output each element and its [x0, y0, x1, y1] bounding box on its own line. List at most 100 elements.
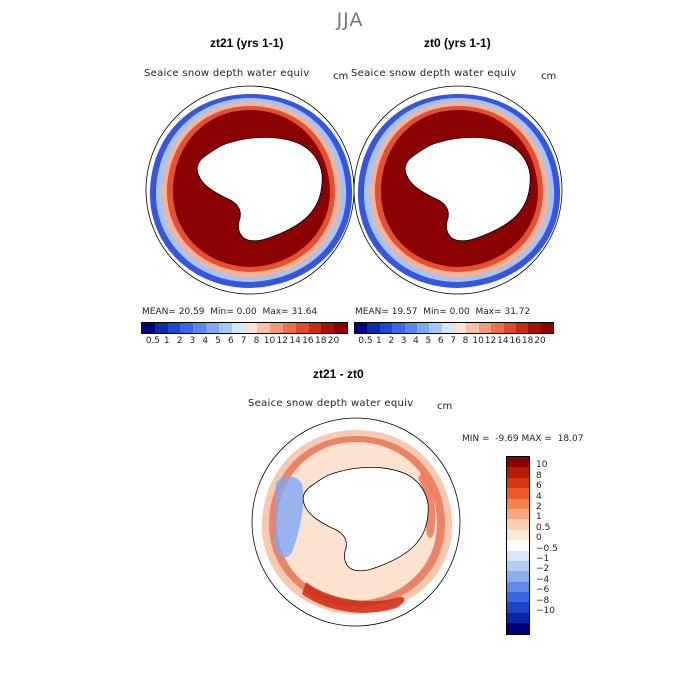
colorbar-swatch — [295, 323, 309, 333]
colorbar-tick-label: 10 — [263, 336, 276, 346]
colorbar-tick-label: 14 — [289, 336, 301, 346]
colorbar-tick-label: 10 — [536, 460, 548, 471]
colorbar-tick-label: 5 — [215, 336, 221, 346]
colorbar-tick-label: 7 — [450, 336, 457, 346]
antarctica-coastline — [404, 137, 531, 242]
colorbar-tick-label: −2 — [536, 564, 550, 575]
diff-minmax: MIN = -9.69 MAX = 18.07 — [462, 434, 583, 444]
colorbar-tick-label: 6 — [437, 336, 444, 346]
panel-2-variable: Seaice snow depth water equiv — [351, 68, 517, 79]
panel-1-map — [145, 85, 355, 295]
colorbar-tick-label: 10 — [472, 336, 484, 346]
colorbar-tick-label: −6 — [536, 585, 550, 596]
panel-2-max: 31.72 — [504, 307, 531, 317]
colorbar-swatch — [507, 623, 529, 634]
colorbar-swatch — [416, 323, 430, 333]
panel-1-mean-label: MEAN= — [142, 307, 176, 317]
colorbar-tick-label: 16 — [302, 336, 314, 346]
colorbar-swatch — [507, 602, 529, 613]
colorbar-swatch — [507, 498, 529, 509]
panel-2-colorbar — [354, 322, 554, 334]
colorbar-tick-label: −8 — [536, 595, 550, 606]
panel-1-min: 0.00 — [236, 307, 257, 317]
colorbar-swatch — [507, 488, 529, 499]
colorbar-tick-label: 18 — [521, 336, 534, 346]
panel-1-colorbar-ticks: 0.5 1 2 3 4 5 6 7 8 10 12 14 16 18 20 — [141, 336, 346, 348]
panel-2-colorbar-ticks: 0.5 1 2 3 4 5 6 7 8 10 12 14 16 18 20 — [354, 336, 552, 348]
colorbar-swatch — [379, 323, 393, 333]
colorbar-swatch — [507, 550, 529, 561]
colorbar-swatch — [540, 323, 553, 333]
diff-max-label: MAX = — [521, 434, 552, 444]
colorbar-swatch — [270, 323, 283, 333]
colorbar-tick-label: 7 — [240, 336, 247, 346]
panel-1-units: cm — [333, 71, 349, 82]
colorbar-swatch — [231, 323, 245, 333]
colorbar-tick-label: 5 — [425, 336, 432, 346]
colorbar-swatch — [507, 571, 529, 582]
colorbar-tick-label: 18 — [314, 336, 327, 346]
colorbar-tick-label: 12 — [484, 336, 497, 346]
colorbar-tick-label: 20 — [327, 336, 340, 346]
colorbar-swatch — [507, 467, 529, 478]
colorbar-tick-label: 8 — [462, 336, 469, 346]
colorbar-tick-label: 0.5 — [536, 522, 551, 533]
colorbar-swatch — [142, 323, 155, 333]
panel-2-units: cm — [541, 71, 557, 82]
colorbar-tick-label: 3 — [189, 336, 196, 346]
colorbar-swatch — [491, 323, 504, 333]
colorbar-tick-label: 0 — [536, 533, 542, 544]
colorbar-swatch — [507, 477, 529, 489]
colorbar-swatch — [507, 592, 529, 603]
colorbar-tick-label: 2 — [176, 336, 183, 346]
colorbar-swatch — [454, 323, 467, 333]
panel-2-map — [353, 85, 563, 295]
panel-1-colorbar — [141, 322, 348, 334]
colorbar-swatch — [507, 560, 529, 572]
colorbar-tick-label: 20 — [534, 336, 546, 346]
colorbar-swatch — [528, 323, 541, 333]
colorbar-swatch — [321, 323, 335, 333]
antarctica-coastline — [196, 137, 323, 242]
colorbar-tick-label: 1 — [536, 512, 542, 523]
colorbar-tick-label: 1 — [163, 336, 170, 346]
colorbar-swatch — [507, 540, 529, 551]
colorbar-tick-label: 8 — [253, 336, 260, 346]
colorbar-swatch — [180, 323, 194, 333]
colorbar-swatch — [404, 323, 417, 333]
colorbar-swatch — [429, 323, 442, 333]
colorbar-tick-label: 14 — [497, 336, 509, 346]
colorbar-tick-label: 4 — [202, 336, 209, 346]
colorbar-tick-label: 8 — [536, 470, 542, 481]
diff-variable: Seaice snow depth water equiv — [248, 398, 414, 409]
colorbar-swatch — [154, 323, 168, 333]
antarctica-coastline — [302, 467, 429, 572]
colorbar-tick-label: 3 — [400, 336, 407, 346]
colorbar-swatch — [507, 581, 529, 593]
panel-2-min-label: Min= — [423, 307, 447, 317]
diff-colorbar-ticks: 10 8 6 4 2 1 0.5 0 −0.5 −1 −2 −4 −6 −8 −10 — [536, 456, 586, 636]
colorbar-tick-label: 0.5 — [358, 336, 373, 346]
colorbar-swatch — [308, 323, 322, 333]
figure-title: JJA — [336, 9, 364, 31]
colorbar-swatch — [515, 323, 529, 333]
colorbar-swatch — [193, 323, 207, 333]
colorbar-swatch — [282, 323, 296, 333]
diff-red-patch-south — [302, 582, 405, 613]
panel-1-title: zt21 (yrs 1-1) — [210, 36, 284, 50]
colorbar-tick-label: 16 — [509, 336, 521, 346]
colorbar-tick-label: 6 — [536, 481, 542, 492]
colorbar-tick-label: −10 — [536, 606, 555, 616]
panel-2-max-label: Max= — [475, 307, 502, 317]
diff-colorbar — [506, 456, 530, 635]
panel-2-min: 0.00 — [449, 307, 470, 317]
colorbar-swatch — [218, 323, 232, 333]
colorbar-tick-label: −1 — [536, 554, 550, 564]
colorbar-swatch — [466, 323, 479, 333]
panel-2-stats: MEAN= 19.57 Min= 0.00 Max= 31.72 — [355, 307, 530, 317]
colorbar-swatch — [334, 323, 347, 333]
colorbar-tick-label: 2 — [536, 502, 542, 512]
colorbar-swatch — [441, 323, 454, 333]
colorbar-swatch — [367, 323, 380, 333]
colorbar-swatch — [503, 323, 516, 333]
